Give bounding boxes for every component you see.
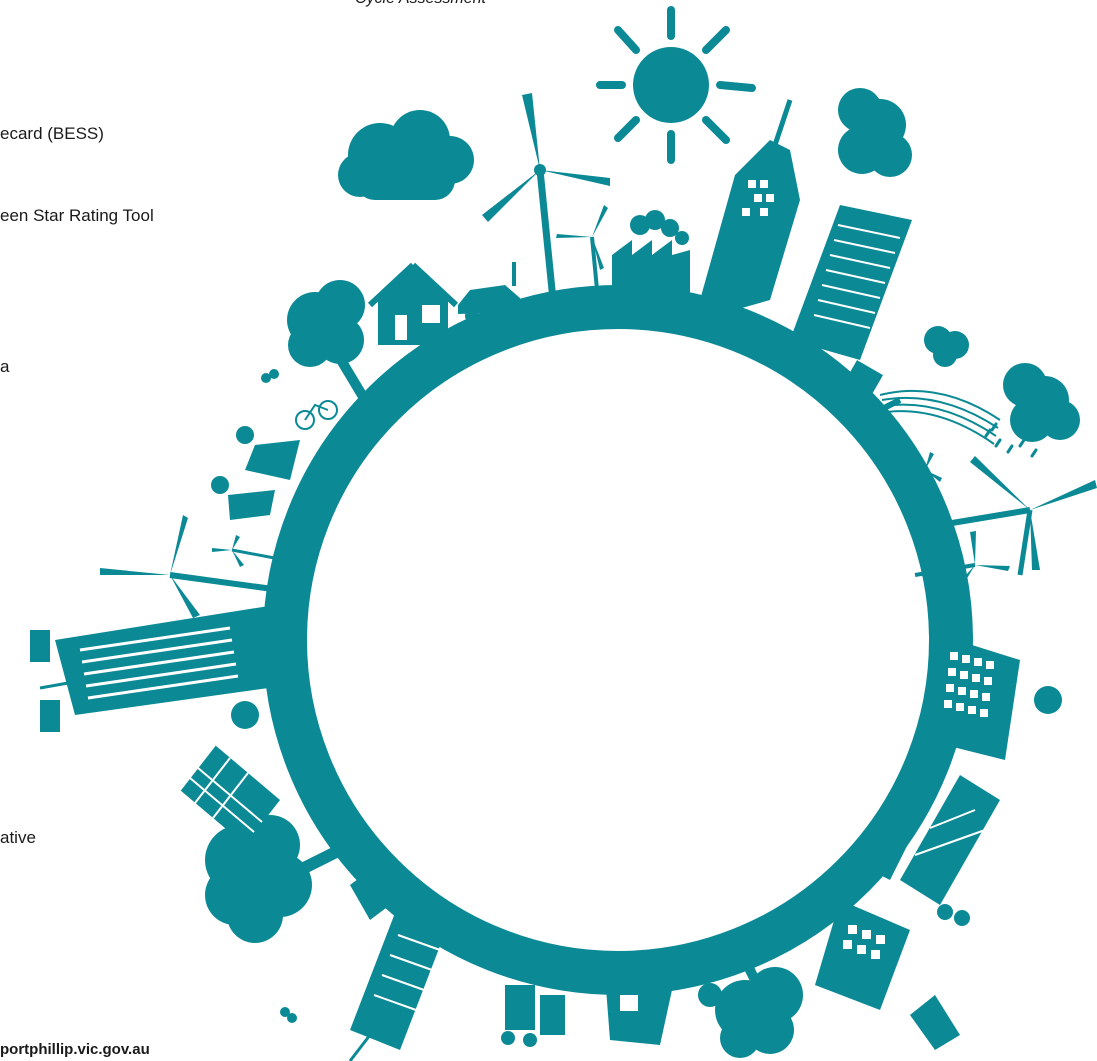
skyscraper-icon	[925, 635, 1020, 760]
rain-cloud-icon	[984, 363, 1080, 458]
tree-icon	[287, 280, 370, 403]
wind-turbine-icon	[482, 93, 610, 301]
tree-icon	[231, 686, 1062, 1007]
wind-turbine-icon	[100, 515, 281, 618]
globe-ring	[263, 285, 973, 995]
green-star-label: een Star Rating Tool	[0, 206, 154, 225]
sun-icon	[596, 6, 756, 164]
wind-turbine-icon	[903, 452, 942, 496]
text-fragment-a: a	[0, 357, 10, 376]
butterfly-icon	[261, 369, 970, 1023]
tree-icon	[715, 957, 803, 1058]
bicycle-icon	[295, 400, 338, 430]
water-tap-icon	[837, 360, 1001, 445]
wind-turbine-icon	[212, 535, 286, 567]
website-url: portphillip.vic.gov.au	[0, 1041, 150, 1058]
cloud-icon	[838, 88, 912, 177]
wind-turbine-icon	[909, 456, 1097, 576]
skyscraper-icon	[39, 605, 290, 715]
skyscraper-icon	[815, 900, 910, 1010]
bess-label: ecard (BESS)	[0, 124, 104, 143]
people-icon	[211, 426, 300, 520]
tree-icon	[205, 815, 343, 943]
solar-panel-icon	[870, 775, 1000, 905]
skyscraper-icon	[348, 900, 450, 1061]
skyscraper-icon	[700, 99, 800, 310]
house-icon	[367, 262, 459, 345]
wind-turbine-icon	[556, 205, 608, 301]
house-icon	[605, 965, 672, 1045]
car-icon	[458, 262, 522, 323]
wind-turbine-icon	[914, 531, 1010, 590]
solar-panel-icon	[179, 744, 280, 845]
factory-icon	[612, 210, 690, 300]
cloud-icon	[338, 110, 474, 200]
people-icon	[501, 985, 565, 1047]
solar-panel-icon	[350, 870, 960, 1050]
text-fragment-ative: ative	[0, 828, 36, 847]
cycle-assessment-label: Cycle Assessment	[355, 0, 486, 8]
skyscraper-icon	[790, 205, 912, 360]
cloud-icon	[924, 326, 969, 367]
solar-panel-icon	[30, 630, 60, 732]
